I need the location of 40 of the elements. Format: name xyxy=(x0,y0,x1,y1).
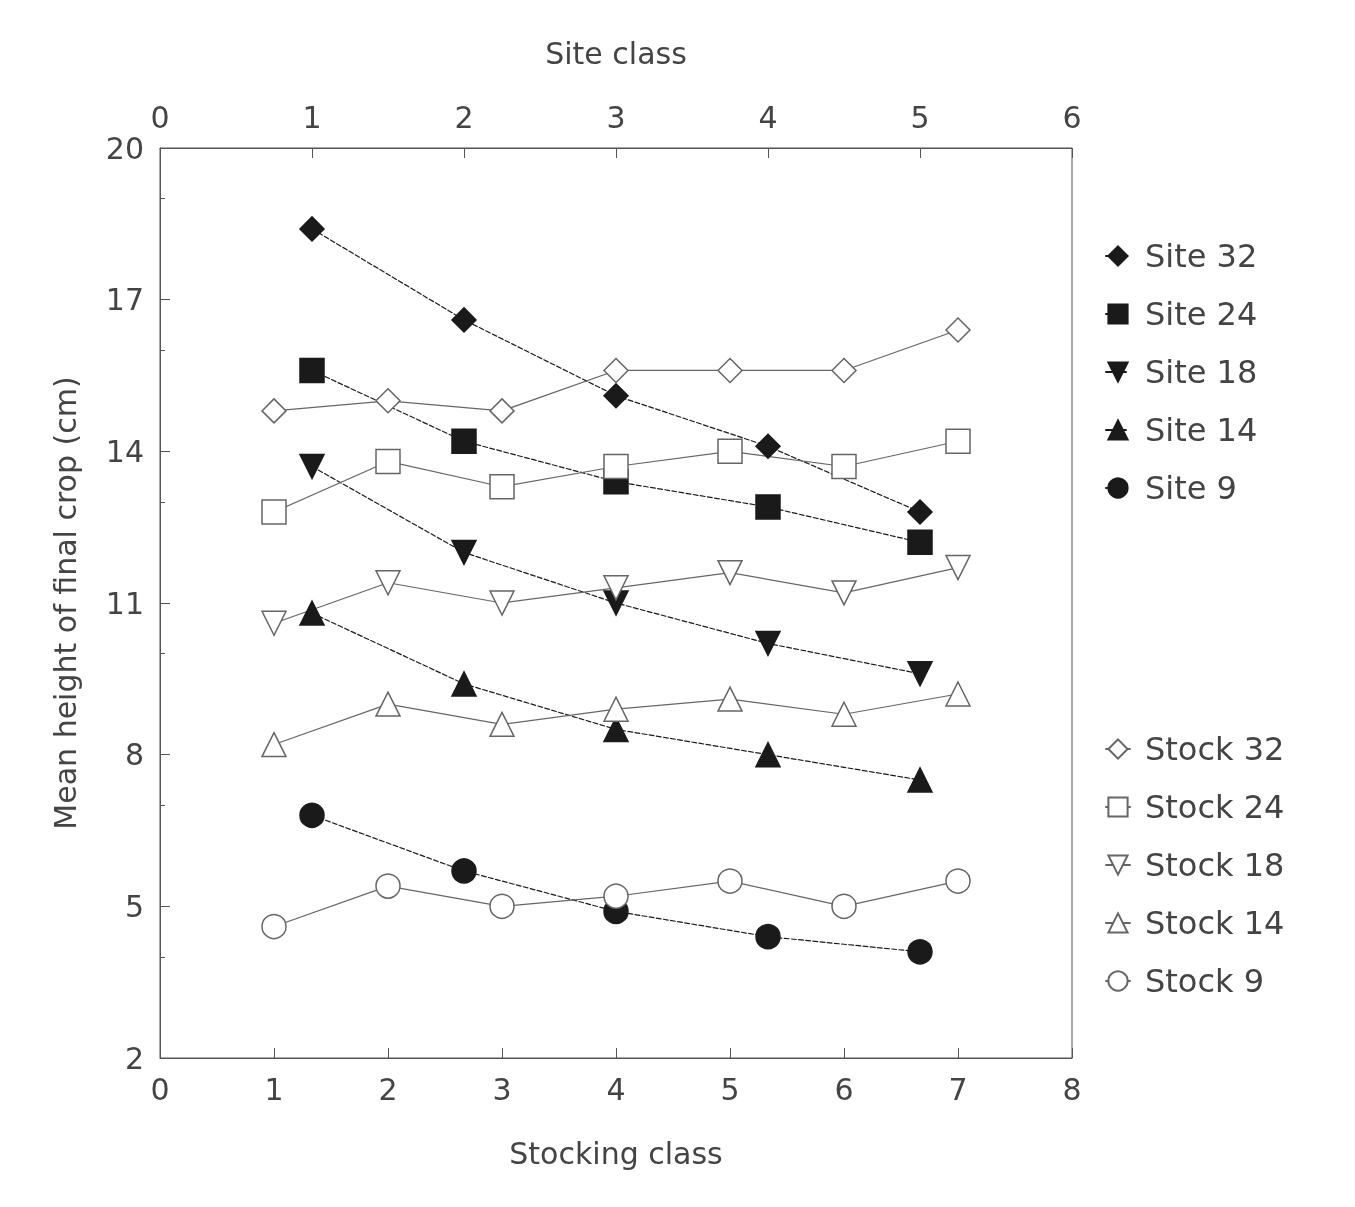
y-tick-label: 11 xyxy=(105,585,144,621)
y-tick-label: 14 xyxy=(105,433,144,469)
legend-label: Stock 24 xyxy=(1145,788,1285,826)
y-tick-label: 5 xyxy=(124,888,144,924)
legend-label: Site 18 xyxy=(1145,353,1258,391)
x-tick-label: 6 xyxy=(834,1071,854,1107)
x2-tick-label: 4 xyxy=(758,99,778,135)
legend-label: Stock 18 xyxy=(1145,846,1285,884)
legend-label: Site 9 xyxy=(1145,469,1237,507)
legend-label: Site 24 xyxy=(1145,295,1258,333)
x2-axis-title: Site class xyxy=(545,35,687,71)
x-tick-label: 0 xyxy=(150,1071,170,1107)
legend-label: Stock 14 xyxy=(1145,904,1285,942)
x2-tick-label: 1 xyxy=(302,99,322,135)
x-tick-label: 8 xyxy=(1062,1071,1082,1107)
y-tick-label: 8 xyxy=(124,737,144,773)
x-tick-label: 1 xyxy=(264,1071,284,1107)
y-tick-label: 2 xyxy=(124,1040,144,1076)
x-tick-label: 2 xyxy=(378,1071,398,1107)
x-tick-label: 3 xyxy=(492,1071,512,1107)
x-tick-label: 7 xyxy=(948,1071,968,1107)
point xyxy=(375,448,401,475)
legend-label: Stock 9 xyxy=(1145,962,1265,1000)
x-axis-title: Stocking class xyxy=(509,1135,723,1171)
x-tick-label: 5 xyxy=(720,1071,740,1107)
legend-label: Site 14 xyxy=(1145,411,1258,449)
x2-tick-label: 2 xyxy=(454,99,474,135)
legend-label: Stock 32 xyxy=(1145,730,1285,768)
x2-tick-label: 5 xyxy=(910,99,930,135)
x2-tick-label: 6 xyxy=(1062,99,1082,135)
point xyxy=(603,453,629,480)
y-tick-label: 20 xyxy=(105,130,144,166)
x2-tick-label: 0 xyxy=(150,99,170,135)
x-tick-label: 4 xyxy=(606,1071,626,1107)
legend-label: Site 32 xyxy=(1145,237,1258,275)
y-axis-title: Mean height of final crop (cm) xyxy=(47,376,83,830)
y-tick-label: 17 xyxy=(105,282,144,318)
point xyxy=(831,453,857,480)
x2-tick-label: 3 xyxy=(606,99,626,135)
point xyxy=(603,883,629,909)
